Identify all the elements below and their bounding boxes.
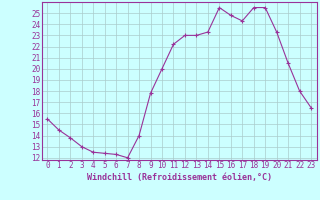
X-axis label: Windchill (Refroidissement éolien,°C): Windchill (Refroidissement éolien,°C)	[87, 173, 272, 182]
